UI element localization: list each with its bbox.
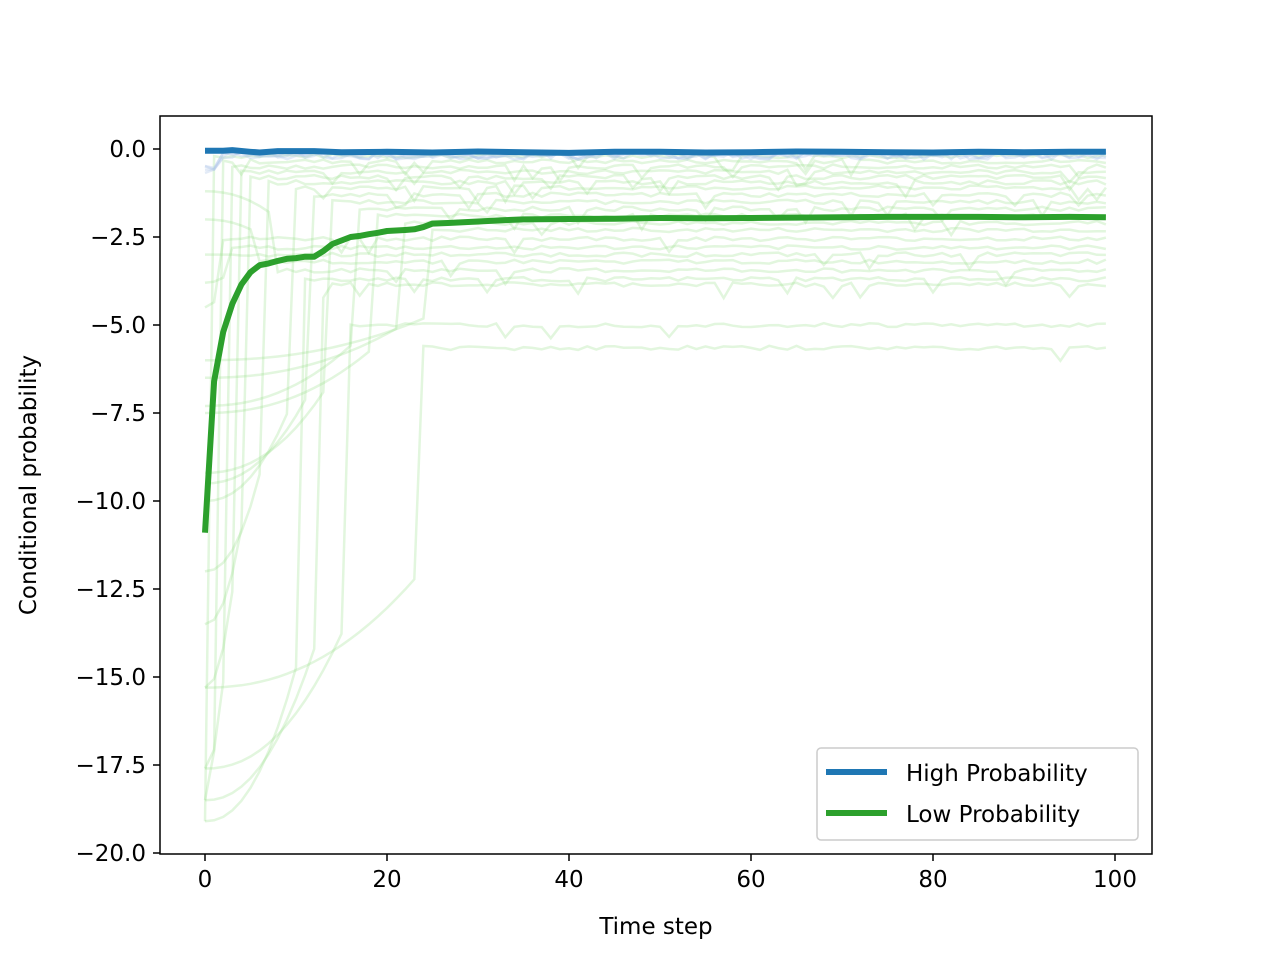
y-tick-label: −20.0 [76, 841, 146, 867]
background-trajectory [204, 173, 1107, 626]
y-axis-label: Conditional probability [16, 355, 42, 615]
low-probability-line [202, 213, 1106, 533]
legend-label-high-probability: High Probability [906, 761, 1088, 787]
y-axis: 0.0 −2.5 −5.0 −7.5 −10.0 −12.5 −15.0 −17.5 −20.0 [76, 137, 160, 867]
background-trajectory [203, 157, 1107, 801]
background-trajectory [204, 184, 1107, 503]
high-probability-line [205, 147, 1106, 156]
background-trajectory [205, 226, 1106, 362]
x-tick-label: 60 [736, 867, 765, 893]
background-trajectory [204, 275, 1107, 823]
background-trajectory [204, 191, 1107, 485]
background-trajectory [204, 344, 1107, 689]
x-tick-label: 80 [918, 867, 947, 893]
x-tick-label: 100 [1093, 867, 1137, 893]
background-trajectory [204, 198, 1107, 475]
y-tick-label: −12.5 [76, 577, 146, 603]
background-trajectory [204, 218, 1107, 279]
y-tick-label: −2.5 [90, 225, 146, 251]
background-trajectory [204, 178, 1107, 573]
legend-label-low-probability: Low Probability [906, 802, 1080, 828]
y-tick-label: 0.0 [109, 137, 146, 163]
x-tick-label: 0 [198, 867, 213, 893]
plot-frame [159, 115, 1153, 855]
y-tick-label: −5.0 [90, 313, 146, 339]
background-trajectory [204, 219, 1107, 380]
background-trajectory [204, 189, 1107, 287]
background-trajectory [204, 205, 1106, 408]
y-tick-label: −17.5 [76, 753, 146, 779]
background-trajectory [204, 244, 1107, 285]
legend-box [816, 747, 1139, 841]
legend: High Probability Low Probability [816, 747, 1139, 841]
background-trajectory [203, 163, 1107, 770]
background-trajectory [203, 152, 1107, 822]
x-axis-label: Time step [598, 914, 712, 940]
y-tick-label: −10.0 [76, 489, 146, 515]
y-tick-label: −15.0 [76, 665, 146, 691]
background-trajectory [205, 251, 1106, 272]
x-tick-label: 40 [554, 867, 583, 893]
background-trajectory [204, 281, 1107, 802]
background-trajectory [204, 321, 1106, 770]
background-trajectory-high [204, 149, 1106, 175]
y-tick-label: −7.5 [90, 401, 146, 427]
series-lines [202, 147, 1106, 533]
x-axis: 0 20 40 60 80 100 [198, 854, 1137, 893]
x-tick-label: 20 [372, 867, 401, 893]
background-trajectory [204, 168, 1106, 689]
